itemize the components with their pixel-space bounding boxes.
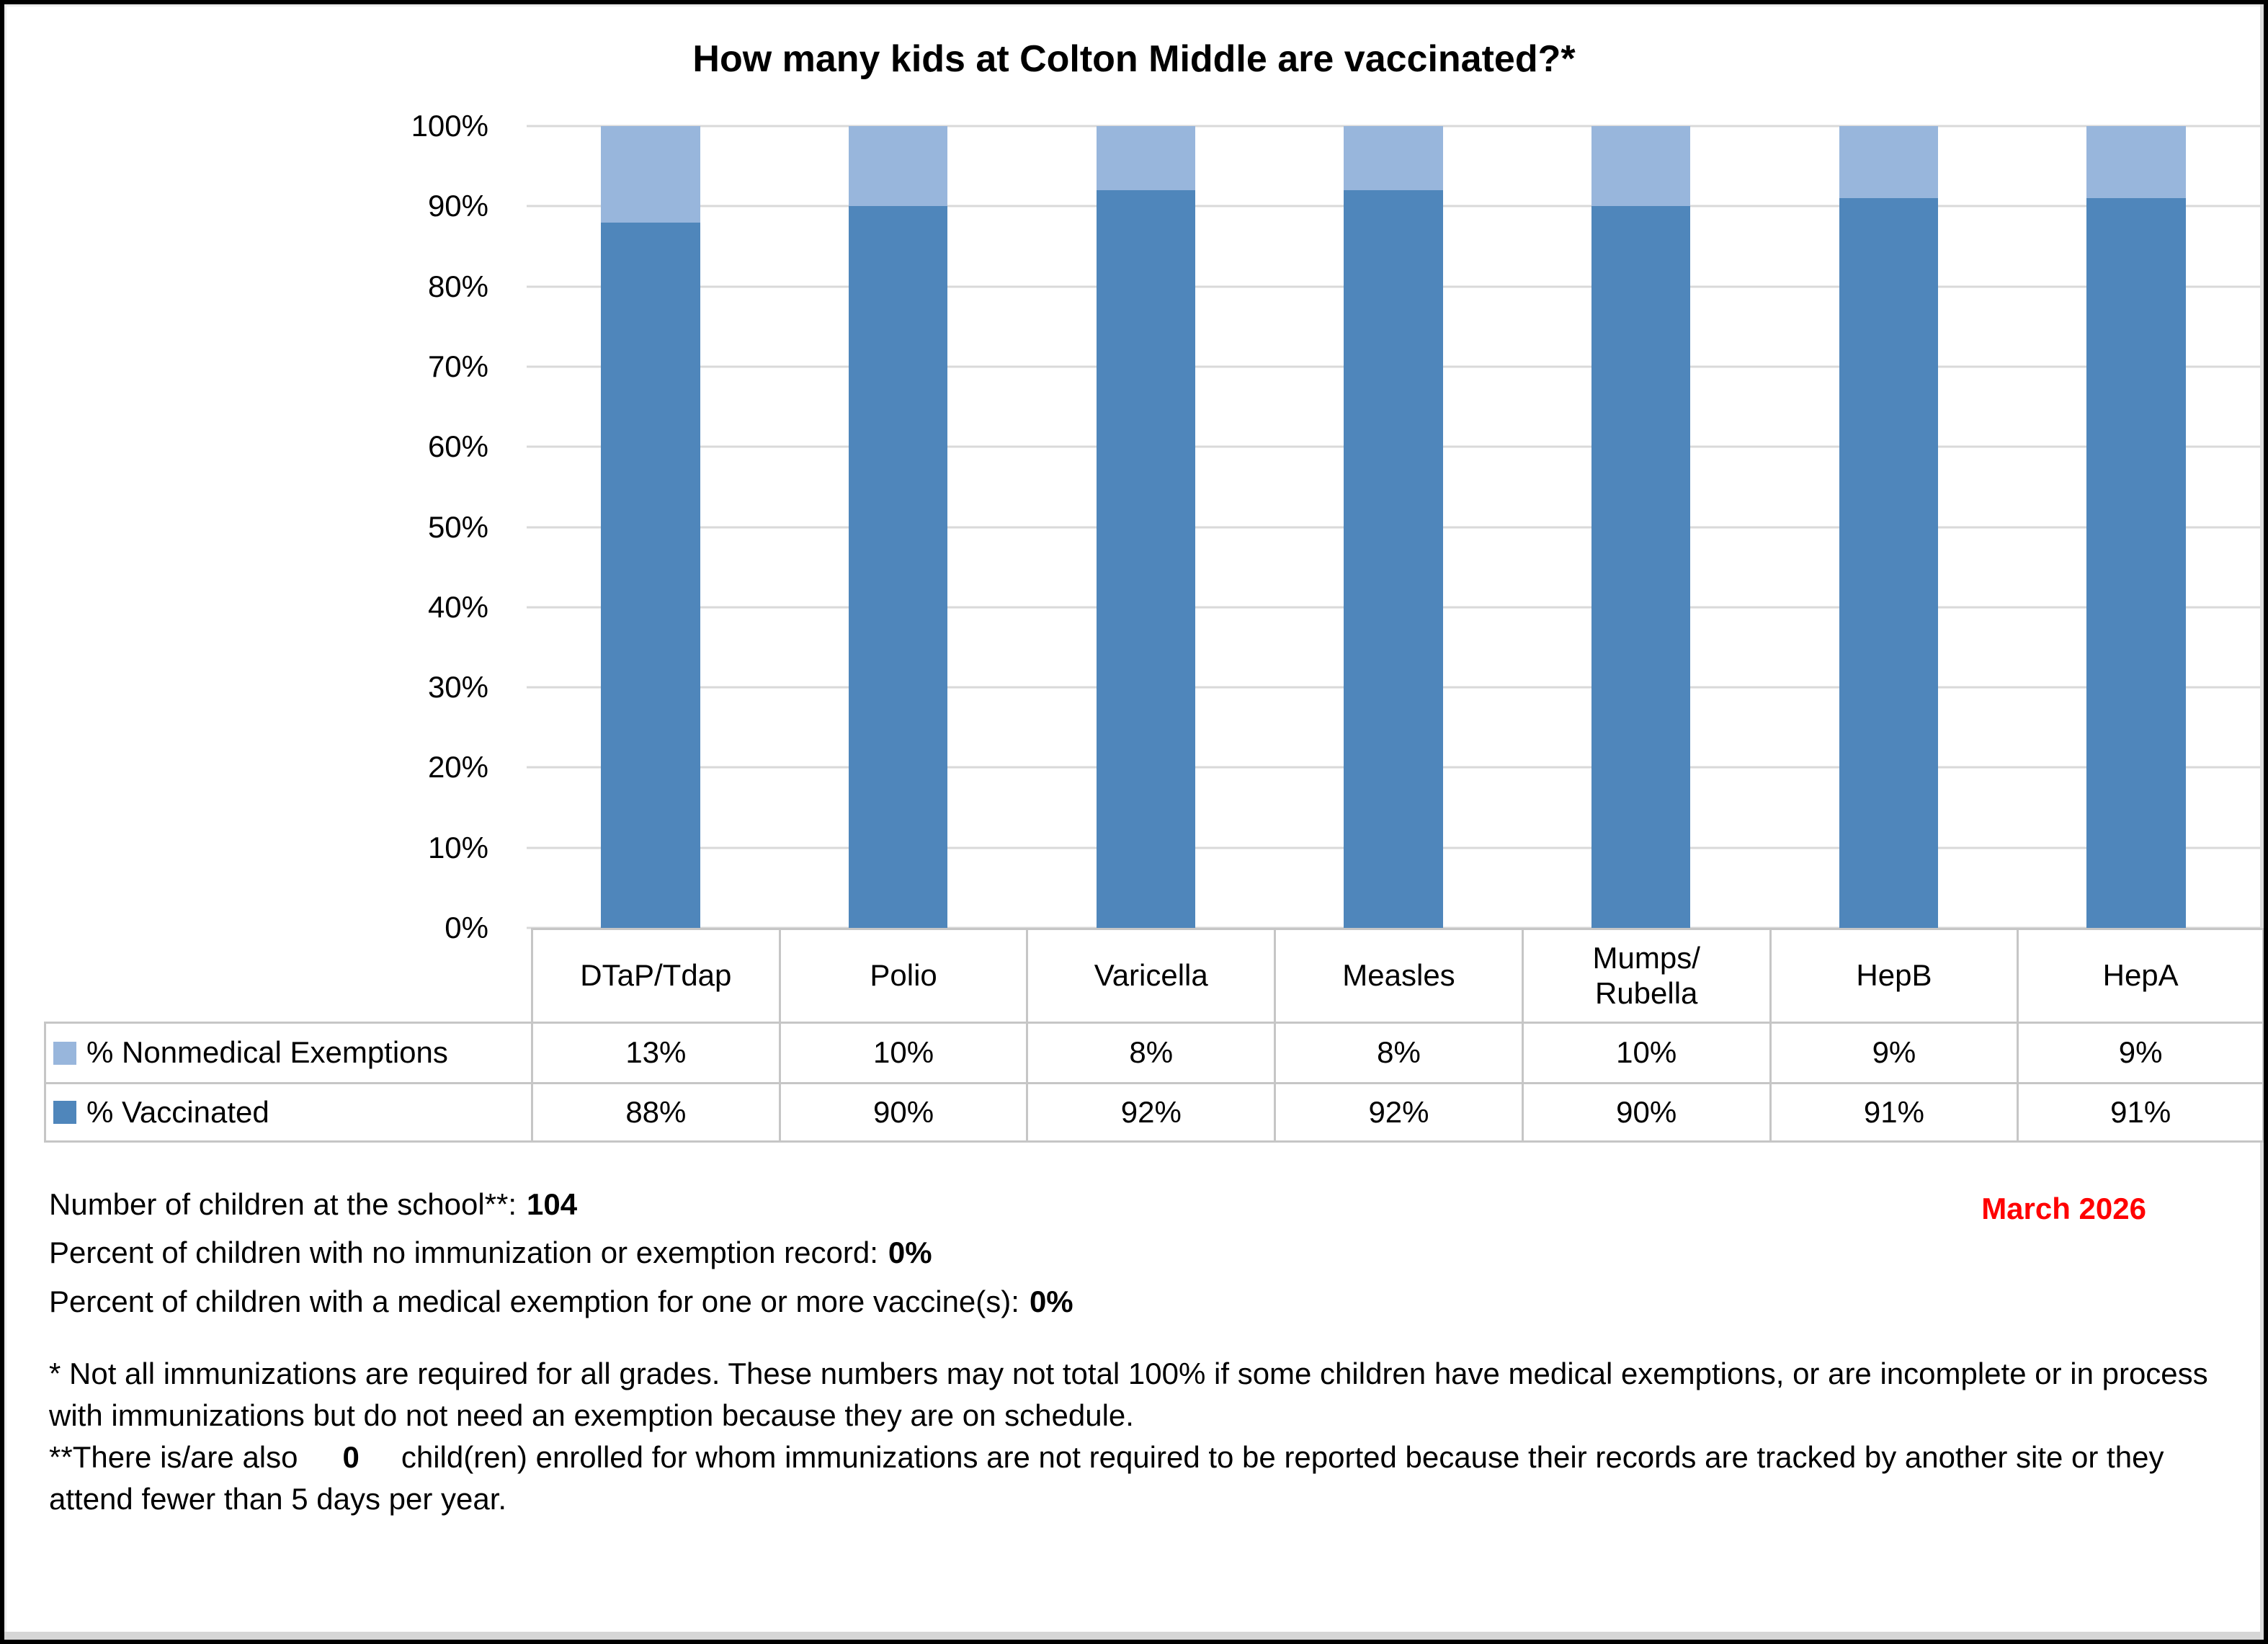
bar-column: [774, 126, 1022, 928]
bar-column: [1765, 126, 2013, 928]
table-header-cell: DTaP/Tdap: [531, 928, 779, 1022]
bar-segment-vaccinated: [2086, 198, 2186, 928]
table-value-cell: 9%: [2017, 1022, 2264, 1082]
stacked-bar: [2086, 126, 2186, 928]
info-value: 0%: [1029, 1284, 1073, 1318]
table-header-cell: Mumps/ Rubella: [1521, 928, 1769, 1022]
y-axis-tick-label: 80%: [427, 269, 488, 303]
table-value-cell: 91%: [1769, 1082, 2017, 1143]
footnote-grades: * Not all immunizations are required for…: [49, 1357, 2208, 1432]
bar-segment-vaccinated: [848, 206, 948, 928]
legend-label: % Nonmedical Exemptions: [86, 1035, 448, 1070]
bar-column: [1269, 126, 1517, 928]
table-value-cell: 88%: [531, 1082, 779, 1143]
bar-segment-vaccinated: [1096, 190, 1196, 928]
y-axis-tick-label: 60%: [427, 429, 488, 464]
stacked-bar: [601, 126, 700, 928]
info-label: Percent of children with no immunization…: [49, 1236, 878, 1270]
stacked-bar: [1839, 126, 1939, 928]
bar-segment-nonmedical: [1839, 126, 1939, 199]
bar-segment-vaccinated: [1839, 198, 1939, 928]
info-line-medical-exemption: Percent of children with a medical exemp…: [49, 1285, 1922, 1319]
table-header-cell: HepB: [1769, 928, 2017, 1022]
bar-segment-nonmedical: [601, 126, 700, 223]
info-value: 0%: [888, 1236, 932, 1270]
y-axis-tick-label: 90%: [427, 189, 488, 223]
table-header-cell: Measles: [1274, 928, 1522, 1022]
bar-segment-nonmedical: [1344, 126, 1443, 191]
table-value-cell: 9%: [1769, 1022, 2017, 1082]
table-value-cell: 8%: [1026, 1022, 1274, 1082]
info-value: 104: [527, 1187, 578, 1221]
table-value-cell: 10%: [1521, 1022, 1769, 1082]
bar-segment-nonmedical: [1096, 126, 1196, 191]
legend-label: % Vaccinated: [86, 1094, 269, 1129]
table-value-cell: 91%: [2017, 1082, 2264, 1143]
legend-cell: % Nonmedical Exemptions: [44, 1022, 531, 1082]
footnote-pre: **There is/are also: [49, 1440, 298, 1474]
table-value-cell: 92%: [1274, 1082, 1522, 1143]
footnote-enrollment: **There is/are also 0 child(ren) enrolled …: [49, 1437, 2225, 1520]
table-header-cell: HepA: [2017, 928, 2264, 1022]
table-value-cell: 13%: [531, 1022, 779, 1082]
table-value-cell: 10%: [778, 1022, 1027, 1082]
legend-swatch-nonmedical: [53, 1041, 76, 1065]
bar-segment-vaccinated: [601, 222, 700, 928]
bar-segment-vaccinated: [1591, 206, 1691, 928]
bar-segment-vaccinated: [1344, 190, 1443, 928]
report-date: March 2026: [1981, 1192, 2146, 1225]
info-label: Number of children at the school**:: [49, 1187, 517, 1221]
y-axis-tick-label: 100%: [411, 109, 488, 143]
bar-column: [1517, 126, 1765, 928]
legend-swatch-vaccinated: [53, 1101, 76, 1124]
table-corner-cell: [44, 928, 531, 1022]
y-axis-tick-label: 0%: [445, 911, 488, 944]
data-table: DTaP/Tdap Polio Varicella Measles Mumps/ Rub…: [44, 928, 2264, 1143]
bar-column: [2012, 126, 2260, 928]
bars-container: [527, 126, 2260, 928]
y-axis: 100% 90% 80% 70% 60% 50% 40% 30% 20% 10% 0%: [4, 109, 488, 944]
table-value-cell: 90%: [1521, 1082, 1769, 1143]
info-label: Percent of children with a medical exemp…: [49, 1284, 1019, 1318]
table-value-cell: 8%: [1274, 1022, 1522, 1082]
stacked-bar: [848, 126, 948, 928]
info-line-no-record: Percent of children with no immunization…: [49, 1236, 1922, 1270]
table-header-cell: Polio: [778, 928, 1027, 1022]
bar-column: [1022, 126, 1269, 928]
plot-area: [527, 125, 2260, 929]
y-axis-tick-label: 70%: [427, 349, 488, 383]
footnote-post: child(ren) enrolled for whom immunizatio…: [49, 1440, 2164, 1516]
y-axis-tick-label: 50%: [427, 509, 488, 544]
info-line-children-count: Number of children at the school**: 104: [49, 1187, 1922, 1222]
y-axis-tick-label: 40%: [427, 589, 488, 624]
bar-column: [527, 126, 774, 928]
y-axis-tick-label: 30%: [427, 670, 488, 705]
stacked-bar: [1096, 126, 1196, 928]
stacked-bar: [1344, 126, 1443, 928]
table-value-cell: 90%: [778, 1082, 1027, 1143]
y-axis-tick-label: 10%: [427, 830, 488, 865]
footnote-count: 0: [342, 1440, 360, 1474]
bar-segment-nonmedical: [2086, 126, 2186, 199]
footnotes: * Not all immunizations are required for…: [49, 1353, 2225, 1520]
table-header-cell: Varicella: [1026, 928, 1274, 1022]
table-value-cell: 92%: [1026, 1082, 1274, 1143]
stacked-bar: [1591, 126, 1691, 928]
bar-segment-nonmedical: [848, 126, 948, 207]
bar-segment-nonmedical: [1591, 126, 1691, 207]
legend-cell: % Vaccinated: [44, 1082, 531, 1143]
y-axis-tick-label: 20%: [427, 750, 488, 785]
info-section: Number of children at the school**: 104 P…: [49, 1187, 1922, 1333]
chart-title: How many kids at Colton Middle are vacci…: [692, 38, 1576, 80]
